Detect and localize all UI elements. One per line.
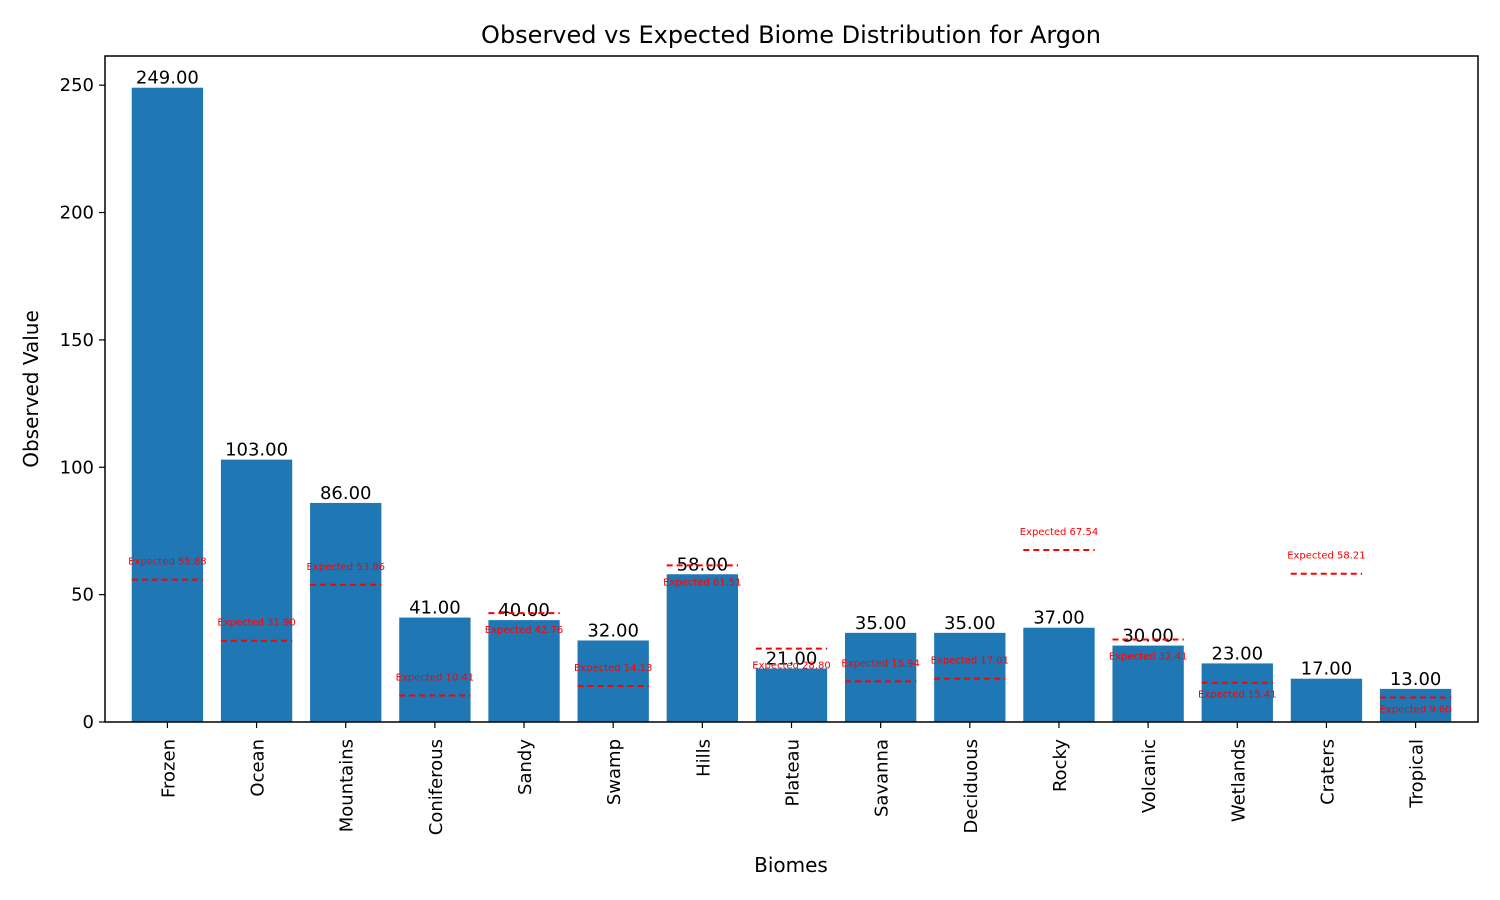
bar — [488, 620, 560, 722]
chart-title: Observed vs Expected Biome Distribution … — [481, 21, 1101, 49]
bar — [1023, 627, 1095, 722]
expected-label: Expected 42.76 — [485, 625, 563, 636]
bar-value-label: 37.00 — [1033, 608, 1085, 629]
bar — [1290, 678, 1363, 722]
bar — [666, 574, 739, 722]
expected-label: Expected 61.51 — [663, 577, 741, 588]
x-tick-label: Ocean — [248, 739, 269, 797]
bar-value-label: 249.00 — [136, 68, 199, 89]
expected-label: Expected 67.54 — [1020, 527, 1098, 538]
x-tick-label: Sandy — [515, 739, 536, 795]
bar — [131, 87, 204, 722]
bar — [1112, 645, 1184, 722]
expected-label: Expected 53.86 — [306, 562, 384, 573]
bar-value-label: 17.00 — [1301, 659, 1353, 680]
y-tick-label: 0 — [83, 712, 94, 733]
bar-value-label: 35.00 — [855, 613, 907, 634]
x-tick-label: Hills — [693, 739, 714, 777]
bar-value-label: 13.00 — [1390, 669, 1442, 690]
x-tick-label: Rocky — [1050, 739, 1071, 792]
y-axis-label: Observed Value — [19, 310, 43, 468]
x-tick-label: Volcanic — [1139, 739, 1160, 813]
bar — [1379, 688, 1452, 722]
y-tick-label: 100 — [60, 457, 94, 478]
bar — [844, 632, 917, 722]
bar-value-label: 30.00 — [1122, 626, 1174, 647]
x-tick-label: Mountains — [337, 739, 358, 832]
bar-value-label: 21.00 — [766, 649, 818, 670]
x-tick-label: Deciduous — [961, 739, 982, 833]
bar — [310, 502, 382, 722]
x-tick-label: Plateau — [783, 739, 804, 806]
expected-label: Expected 15.41 — [1198, 690, 1276, 701]
expected-label: Expected 14.13 — [574, 663, 652, 674]
bar — [1201, 663, 1273, 722]
bar-value-label: 41.00 — [409, 598, 461, 619]
bar — [220, 459, 293, 722]
bar-value-label: 35.00 — [944, 613, 996, 634]
y-tick-label: 150 — [60, 330, 94, 351]
expected-label: Expected 28.80 — [752, 661, 830, 672]
expected-label: Expected 9.60 — [1380, 705, 1452, 716]
expected-label: Expected 31.90 — [217, 618, 295, 629]
x-tick-label: Frozen — [158, 739, 179, 798]
x-tick-label: Swamp — [604, 739, 625, 805]
expected-label: Expected 10.41 — [396, 672, 474, 683]
expected-label: Expected 58.21 — [1287, 551, 1365, 562]
y-tick-label: 250 — [60, 75, 94, 96]
bar — [577, 640, 649, 722]
expected-label: Expected 15.94 — [841, 658, 919, 669]
x-tick-label: Wetlands — [1228, 739, 1249, 822]
bar — [399, 617, 471, 722]
bar — [755, 668, 828, 722]
x-tick-label: Tropical — [1407, 739, 1428, 809]
expected-label: Expected 17.01 — [931, 656, 1009, 667]
bar — [934, 632, 1006, 722]
x-tick-label: Coniferous — [426, 739, 447, 835]
x-tick-label: Craters — [1317, 739, 1338, 805]
x-axis-label: Biomes — [754, 853, 828, 877]
x-tick-label: Savanna — [872, 739, 893, 817]
bar-value-label: 32.00 — [587, 620, 639, 641]
bar-value-label: 40.00 — [498, 600, 550, 621]
bar-value-label: 86.00 — [320, 483, 372, 504]
y-tick-label: 200 — [60, 203, 94, 224]
expected-label: Expected 32.41 — [1109, 651, 1187, 662]
plot-area: 0 50 100 150 200 250 249.00 Frozen Expected 55.8… — [60, 68, 1452, 836]
bar-value-label: 23.00 — [1212, 643, 1264, 664]
y-tick-label: 50 — [71, 585, 94, 606]
expected-label: Expected 55.88 — [128, 557, 206, 568]
plot-frame — [104, 55, 1479, 723]
bar-value-label: 103.00 — [225, 440, 288, 461]
